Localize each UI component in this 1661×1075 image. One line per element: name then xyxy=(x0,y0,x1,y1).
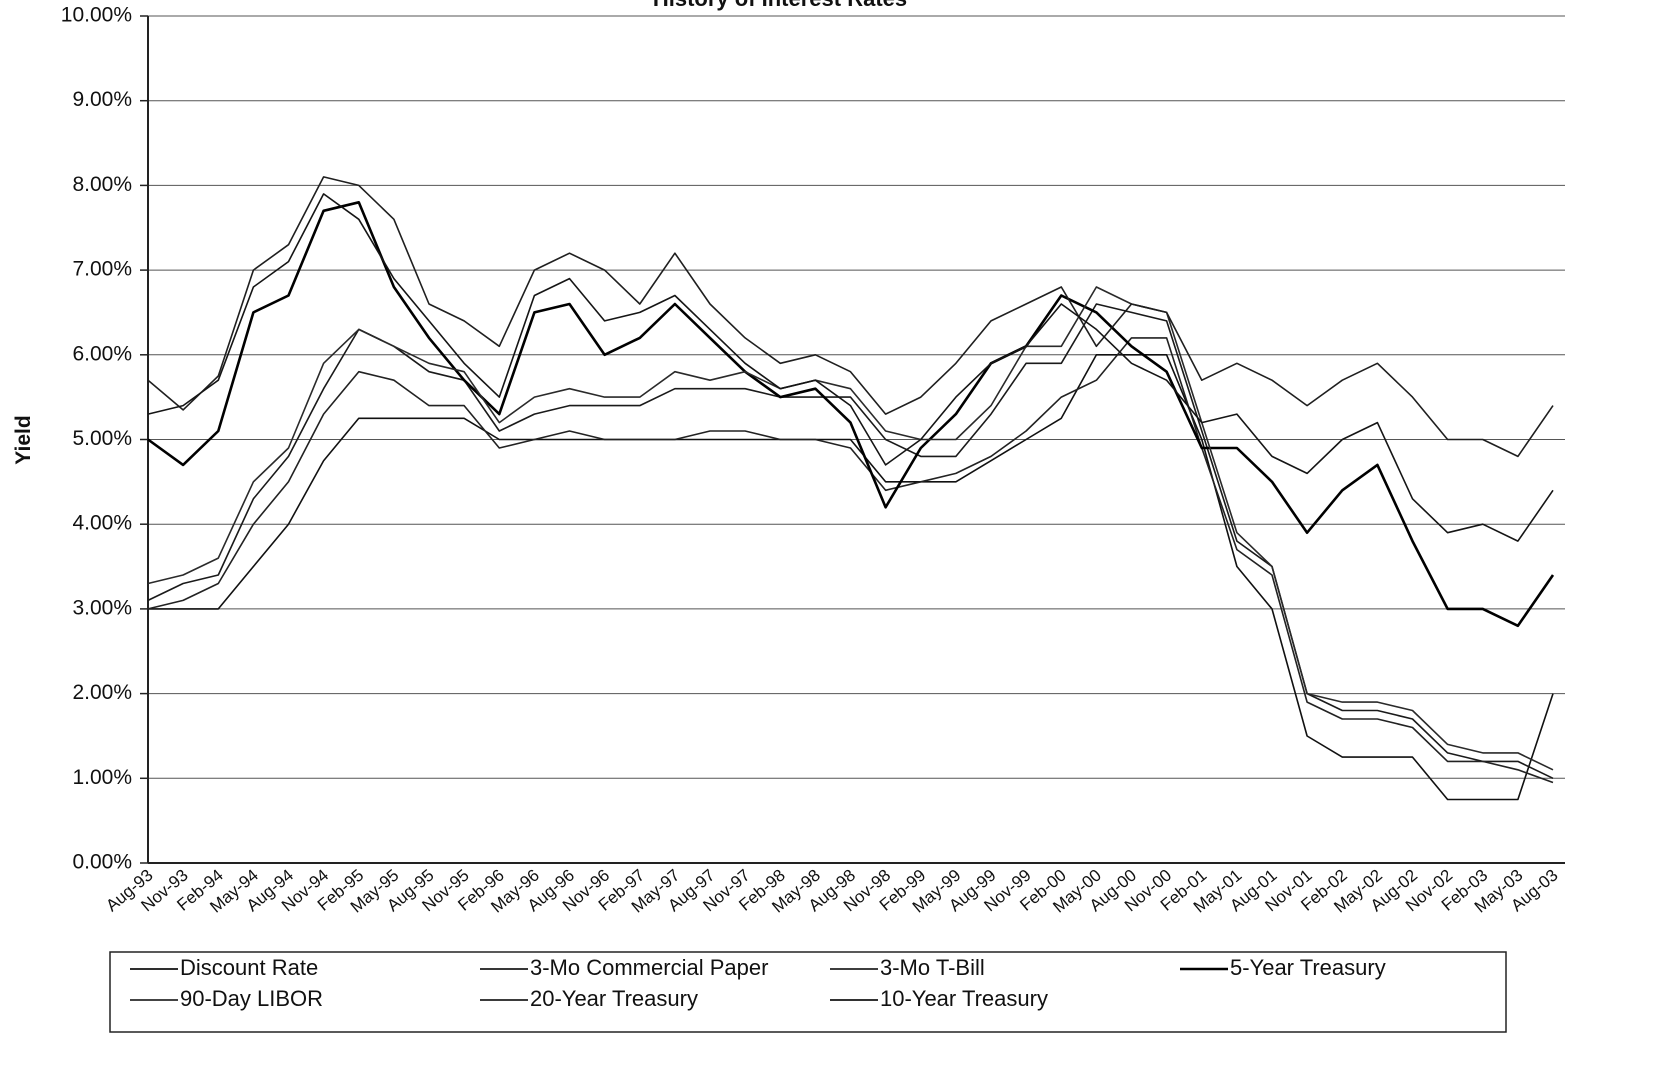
y-tick-label: 7.00% xyxy=(72,258,132,281)
legend-label: 5-Year Treasury xyxy=(1230,955,1386,980)
y-tick-label: 4.00% xyxy=(72,512,132,535)
y-tick-label: 8.00% xyxy=(72,173,132,196)
legend-label: 90-Day LIBOR xyxy=(180,986,323,1011)
y-tick-label: 2.00% xyxy=(72,681,132,704)
legend-label: 3-Mo T-Bill xyxy=(880,955,985,980)
legend-label: 20-Year Treasury xyxy=(530,986,698,1011)
y-tick-label: 9.00% xyxy=(72,88,132,111)
y-tick-label: 3.00% xyxy=(72,596,132,619)
legend-label: Discount Rate xyxy=(180,955,318,980)
y-axis-label: Yield xyxy=(12,415,35,464)
y-tick-label: 1.00% xyxy=(72,766,132,789)
y-tick-label: 6.00% xyxy=(72,342,132,365)
series-line xyxy=(147,303,1554,780)
series-line xyxy=(147,286,1554,771)
series-line xyxy=(147,193,1554,542)
legend-label: 3-Mo Commercial Paper xyxy=(530,955,768,980)
y-tick-label: 10.00% xyxy=(61,4,132,27)
chart-title: History of Interest Rates xyxy=(653,0,907,11)
y-tick-label: 0.00% xyxy=(72,851,132,874)
series-line xyxy=(147,176,1554,458)
legend-label: 10-Year Treasury xyxy=(880,986,1048,1011)
series-line xyxy=(148,353,1554,801)
series-line xyxy=(147,337,1554,784)
y-tick-label: 5.00% xyxy=(72,427,132,450)
series-line xyxy=(147,201,1555,628)
legend-box xyxy=(109,951,1507,1033)
